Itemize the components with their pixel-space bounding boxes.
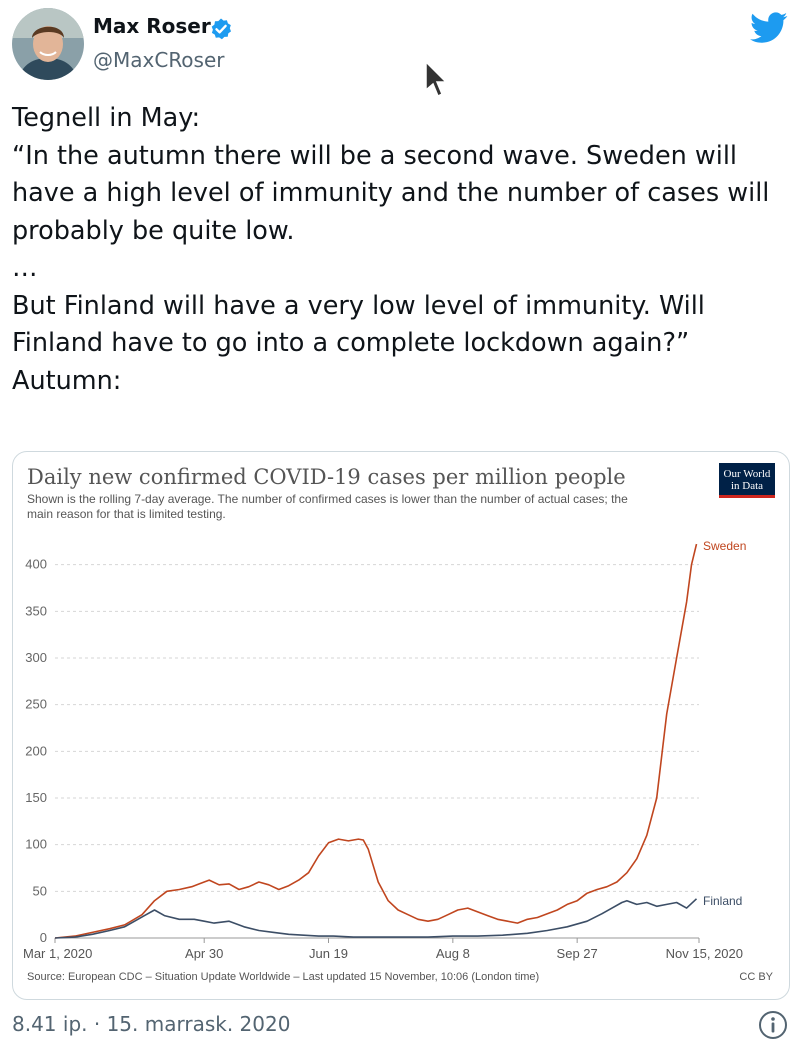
series-label-sweden[interactable]: Sweden	[703, 539, 746, 553]
y-tick-label: 150	[25, 790, 47, 805]
author-handle[interactable]: @MaxCRoser	[93, 48, 225, 72]
series-line-sweden[interactable]	[54, 543, 698, 939]
info-icon[interactable]	[758, 1010, 788, 1040]
tweet-line: Tegnell in May:	[12, 103, 201, 133]
tweet-line: Finland have to go into a complete lockd…	[12, 328, 690, 358]
tweet-line: have a high level of immunity and the nu…	[12, 178, 770, 208]
plot-area: 0 50 100 150 200 250 300 350 400 Mar 1, 2020 Apr 3…	[23, 539, 746, 961]
chart-license[interactable]: CC BY	[739, 971, 773, 983]
tweet-timestamp[interactable]: 8.41 ip. · 15. marrask. 2020	[12, 1012, 291, 1036]
avatar-photo	[12, 8, 84, 80]
chart-image-card[interactable]: Daily new confirmed COVID-19 cases per m…	[12, 451, 790, 1000]
x-tick-label: Aug 8	[436, 946, 470, 961]
series-label-finland[interactable]: Finland	[703, 894, 742, 908]
author-name[interactable]: Max Roser	[93, 14, 211, 38]
series-line-finland[interactable]	[54, 898, 698, 939]
y-tick-label: 350	[25, 603, 47, 618]
covid-cases-chart: Daily new confirmed COVID-19 cases per m…	[23, 463, 775, 983]
avatar[interactable]	[12, 8, 84, 80]
x-tick-label: Nov 15, 2020	[666, 946, 743, 961]
y-tick-label: 100	[25, 837, 47, 852]
tweet-line: Autumn:	[12, 365, 122, 396]
x-tick-label: Sep 27	[557, 946, 598, 961]
chart-title: Daily new confirmed COVID-19 cases per m…	[27, 465, 626, 489]
y-tick-label: 200	[25, 743, 47, 758]
y-tick-label: 400	[25, 557, 47, 572]
y-tick-label: 0	[40, 930, 47, 945]
x-tick-label: Jun 19	[309, 946, 348, 961]
owid-logo-background	[719, 463, 775, 497]
owid-logo-text: Our World	[724, 468, 771, 480]
tweet-line: “In the autumn there will be a second wa…	[12, 140, 738, 171]
tweet-line: probably be quite low.	[12, 215, 295, 246]
y-tick-label: 250	[25, 697, 47, 712]
x-tick-label: Mar 1, 2020	[23, 946, 92, 961]
chart-subtitle-line: main reason for that is limited testing.	[27, 507, 226, 521]
y-tick-label: 50	[33, 883, 47, 898]
mouse-cursor-icon	[425, 60, 448, 98]
owid-logo[interactable]: Our World in Data	[719, 463, 775, 498]
owid-logo-text: in Data	[731, 480, 763, 492]
tweet-text: Tegnell in May: “In the autumn there wil…	[12, 100, 792, 400]
y-tick-label: 300	[25, 650, 47, 665]
chart-source: Source: European CDC – Situation Update …	[27, 971, 539, 983]
x-tick-label: Apr 30	[185, 946, 223, 961]
chart-subtitle-line: Shown is the rolling 7-day average. The …	[27, 492, 628, 506]
verified-badge-icon	[211, 18, 231, 40]
twitter-bird-icon[interactable]	[750, 12, 788, 44]
owid-logo-accent	[719, 495, 775, 498]
tweet-line: …	[12, 253, 38, 283]
tweet-line: But Finland will have a very low level o…	[12, 290, 705, 321]
